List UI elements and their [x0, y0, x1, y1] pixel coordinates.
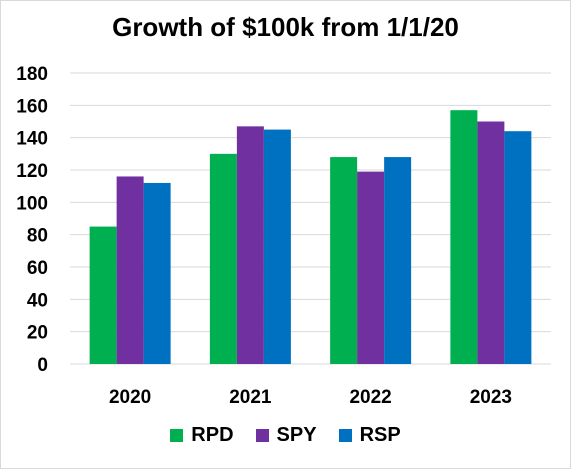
legend-item-rpd: RPD: [170, 424, 234, 447]
x-tick-label: 2022: [349, 387, 391, 408]
bars: [89, 110, 532, 364]
legend-label: SPY: [276, 424, 317, 446]
bar-rsp-2023: [504, 131, 532, 364]
y-tick-label: 20: [27, 323, 48, 344]
bar-spy-2022: [357, 171, 385, 364]
y-tick-label: 120: [16, 161, 48, 182]
bar-rpd-2022: [330, 157, 358, 364]
legend-swatch: [170, 429, 184, 442]
bar-rpd-2021: [209, 153, 237, 364]
chart-title: Growth of $100k from 1/1/20: [112, 12, 459, 42]
bar-spy-2020: [116, 176, 144, 364]
bar-rsp-2021: [263, 129, 291, 364]
y-tick-label: 160: [16, 96, 48, 117]
y-tick-label: 100: [16, 193, 48, 214]
x-tick-label: 2023: [470, 387, 512, 408]
y-tick-label: 60: [27, 258, 48, 279]
x-tick-label: 2020: [109, 387, 151, 408]
legend-swatch: [338, 429, 352, 442]
legend: RPD SPY RSP: [0, 424, 571, 447]
bar-spy-2021: [236, 126, 264, 364]
bar-rpd-2020: [89, 226, 117, 364]
y-tick-label: 40: [27, 290, 48, 311]
x-tick-label: 2021: [229, 387, 272, 408]
bar-spy-2023: [477, 121, 505, 364]
y-tick-label: 180: [16, 64, 48, 85]
y-axis-ticks: 0 20 40 60 80 100 120 140 160 180: [16, 64, 48, 376]
legend-item-spy: SPY: [255, 424, 317, 447]
legend-swatch: [255, 429, 269, 442]
y-tick-label: 80: [27, 226, 48, 247]
bar-rsp-2020: [143, 182, 171, 364]
x-axis-ticks: 2020 2021 2022 2023: [109, 387, 512, 408]
bar-rpd-2023: [450, 110, 478, 364]
legend-item-rsp: RSP: [338, 424, 401, 447]
legend-label: RPD: [191, 424, 234, 446]
y-tick-label: 140: [16, 129, 48, 150]
y-tick-label: 0: [37, 355, 48, 376]
legend-label: RSP: [359, 424, 401, 446]
bar-rsp-2022: [384, 157, 412, 364]
